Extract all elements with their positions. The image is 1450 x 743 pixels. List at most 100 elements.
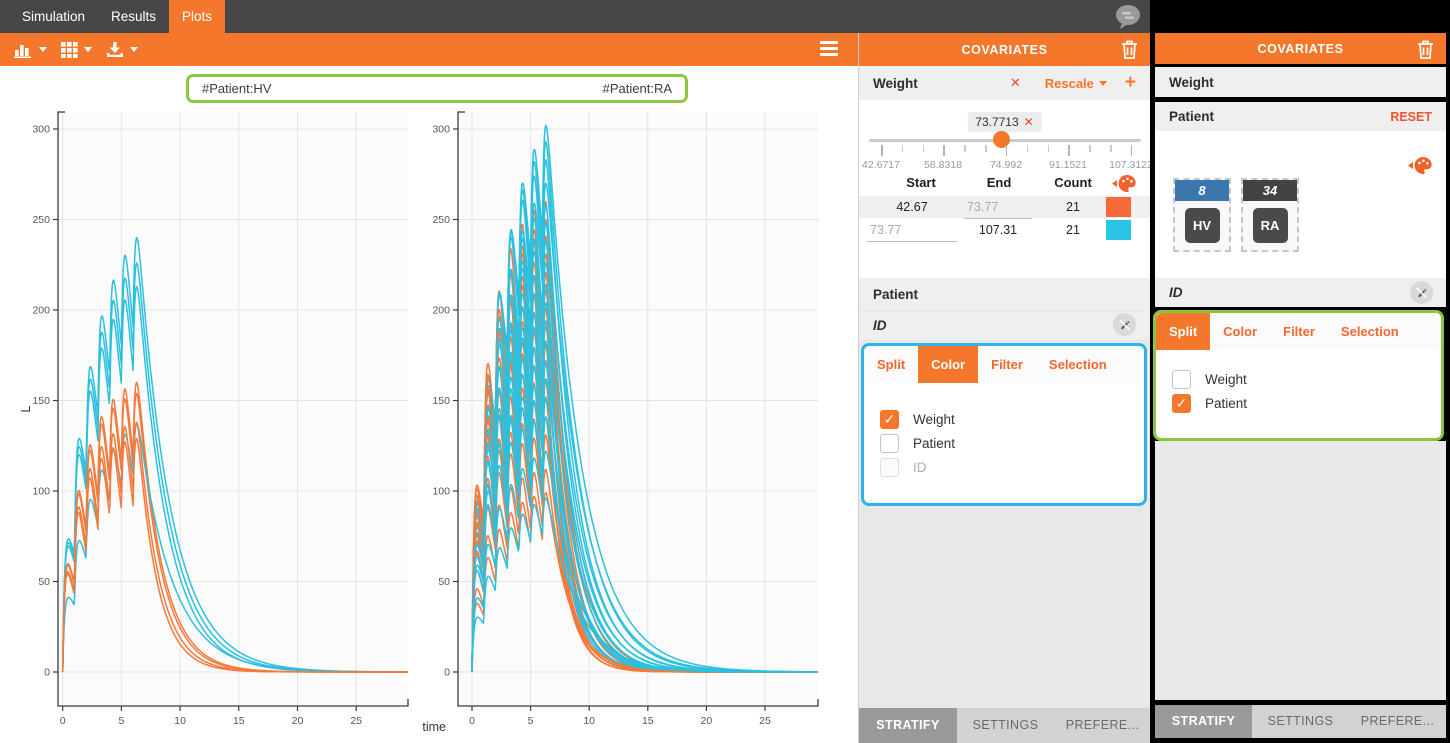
svg-text:50: 50 [38,576,50,588]
svg-text:200: 200 [32,305,50,317]
slider-tick-mark [923,145,925,152]
svg-text:25: 25 [759,715,771,727]
bin-end-input[interactable]: 73.77 [964,196,1032,219]
tab-filter[interactable]: Filter [1270,313,1328,350]
tab-preferences[interactable]: PREFERE... [1349,705,1446,738]
checkbox-id[interactable]: ID [880,456,1144,478]
panel-bottom-tabs: STRATIFY SETTINGS PREFERE... [859,708,1151,743]
slider-value: 73.7713 [975,115,1018,129]
tab-selection[interactable]: Selection [1328,313,1412,350]
patient-section-label: Patient [873,287,918,302]
slider-tick-mark [1006,145,1008,156]
patient-section-row[interactable]: Patient RESET [1155,102,1446,131]
tab-selection[interactable]: Selection [1036,346,1120,383]
remove-covariate-button[interactable]: ✕ [1010,75,1021,91]
export-dropdown[interactable] [106,42,138,58]
rescale-dropdown[interactable]: Rescale [1045,76,1107,91]
rescale-label: Rescale [1045,76,1094,91]
slider-tick-mark [943,145,945,156]
svg-text:250: 250 [32,214,50,226]
tab-filter[interactable]: Filter [978,346,1036,383]
app-root: Simulation Results Plots [0,0,1450,743]
edit-disabled-icon[interactable] [1410,281,1433,304]
bin-start-value: 42.67 [867,196,957,218]
tab-plots[interactable]: Plots [169,0,225,33]
id-section-label: ID [873,318,887,333]
tab-stratify[interactable]: STRATIFY [1155,705,1252,738]
palette-icon[interactable] [1112,175,1136,192]
svg-text:15: 15 [233,715,245,727]
tab-color[interactable]: Color [1210,313,1270,350]
slider-tick-mark [1131,145,1133,156]
tab-color[interactable]: Color [918,346,978,383]
weight-section-row[interactable]: Weight ✕ Rescale + [859,66,1150,100]
trash-icon[interactable] [1417,40,1434,59]
plots-canvas[interactable]: 0501001502002503000510152025timeL0501001… [0,66,858,743]
tab-split[interactable]: Split [864,346,918,383]
bin-start-input[interactable]: 73.77 [867,219,957,242]
svg-text:250: 250 [432,214,450,226]
slider-tick-label: 91.1521 [1049,159,1087,171]
group-chip-ra[interactable]: RA [1253,208,1288,243]
layout-dropdown[interactable] [61,42,92,58]
svg-text:50: 50 [438,576,450,588]
tab-split[interactable]: Split [1156,313,1210,350]
tab-simulation[interactable]: Simulation [9,0,98,33]
slider-tick-mark [1089,145,1091,152]
slider-value-chip[interactable]: 73.7713 ✕ [967,112,1041,132]
panel-body [1155,441,1446,700]
checkbox-patient[interactable]: Patient [880,432,1144,454]
slider-ticks [859,144,1150,156]
slider-tick-mark [1048,145,1050,152]
svg-text:20: 20 [292,715,304,727]
checkbox-unchecked-icon [880,434,899,453]
id-section-row[interactable]: ID [1155,278,1446,307]
bin-color-swatch[interactable] [1106,197,1131,217]
group-box-hv[interactable]: 8 HV [1173,178,1231,252]
slider-tick-label: 74.992 [990,159,1022,171]
covariates-title: COVARIATES [961,43,1047,57]
bin-color-swatch[interactable] [1106,220,1131,240]
trash-icon[interactable] [1121,40,1138,59]
patient-section-row[interactable]: Patient [859,278,1150,310]
plot-type-icon [14,42,33,58]
weight-section-row[interactable]: Weight [1155,67,1446,97]
split-options-box: Split Color Filter Selection Weight ✓ Pa… [1153,310,1444,441]
checkbox-disabled-icon [880,458,899,477]
reset-button[interactable]: RESET [1390,110,1432,124]
patient-section-label: Patient [1169,109,1214,124]
bin-count-value: 21 [1043,196,1103,218]
tab-preferences[interactable]: PREFERE... [1054,708,1151,743]
svg-text:150: 150 [432,395,450,407]
split-title-left: #Patient:HV [202,81,271,96]
split-title-right: #Patient:RA [603,81,672,96]
plot-type-dropdown[interactable] [14,42,47,58]
checkbox-patient[interactable]: ✓ Patient [1172,392,1441,414]
menu-icon[interactable] [820,41,838,59]
stratify-panel: COVARIATES Weight ✕ Rescale + 73.7713 ✕ 4… [858,33,1150,743]
group-chip-hv[interactable]: HV [1185,208,1220,243]
weight-section-label: Weight [873,76,918,91]
id-section-row[interactable]: ID [859,311,1150,339]
caret-down-icon [1099,81,1107,86]
add-bin-button[interactable]: + [1125,72,1136,94]
chat-bubble-icon[interactable] [1112,3,1144,30]
clear-value-icon[interactable]: ✕ [1024,115,1034,129]
col-header-end: End [987,175,1012,190]
tab-results[interactable]: Results [98,0,169,33]
tab-settings[interactable]: SETTINGS [957,708,1054,743]
group-box-ra[interactable]: 34 RA [1241,178,1299,252]
slider-tick-mark [902,145,904,152]
bin-table-row: 42.67 73.77 21 [859,196,1150,218]
tab-settings[interactable]: SETTINGS [1252,705,1349,738]
svg-text:150: 150 [32,395,50,407]
slider-tick-mark [1027,145,1029,152]
checkbox-weight[interactable]: ✓ Weight [880,408,1144,430]
palette-icon[interactable] [1408,157,1432,174]
svg-text:20: 20 [701,715,713,727]
edit-disabled-icon[interactable] [1113,313,1136,336]
tab-stratify[interactable]: STRATIFY [859,708,957,743]
svg-text:200: 200 [432,305,450,317]
checkbox-weight[interactable]: Weight [1172,368,1441,390]
bin-count-value: 21 [1043,219,1103,241]
